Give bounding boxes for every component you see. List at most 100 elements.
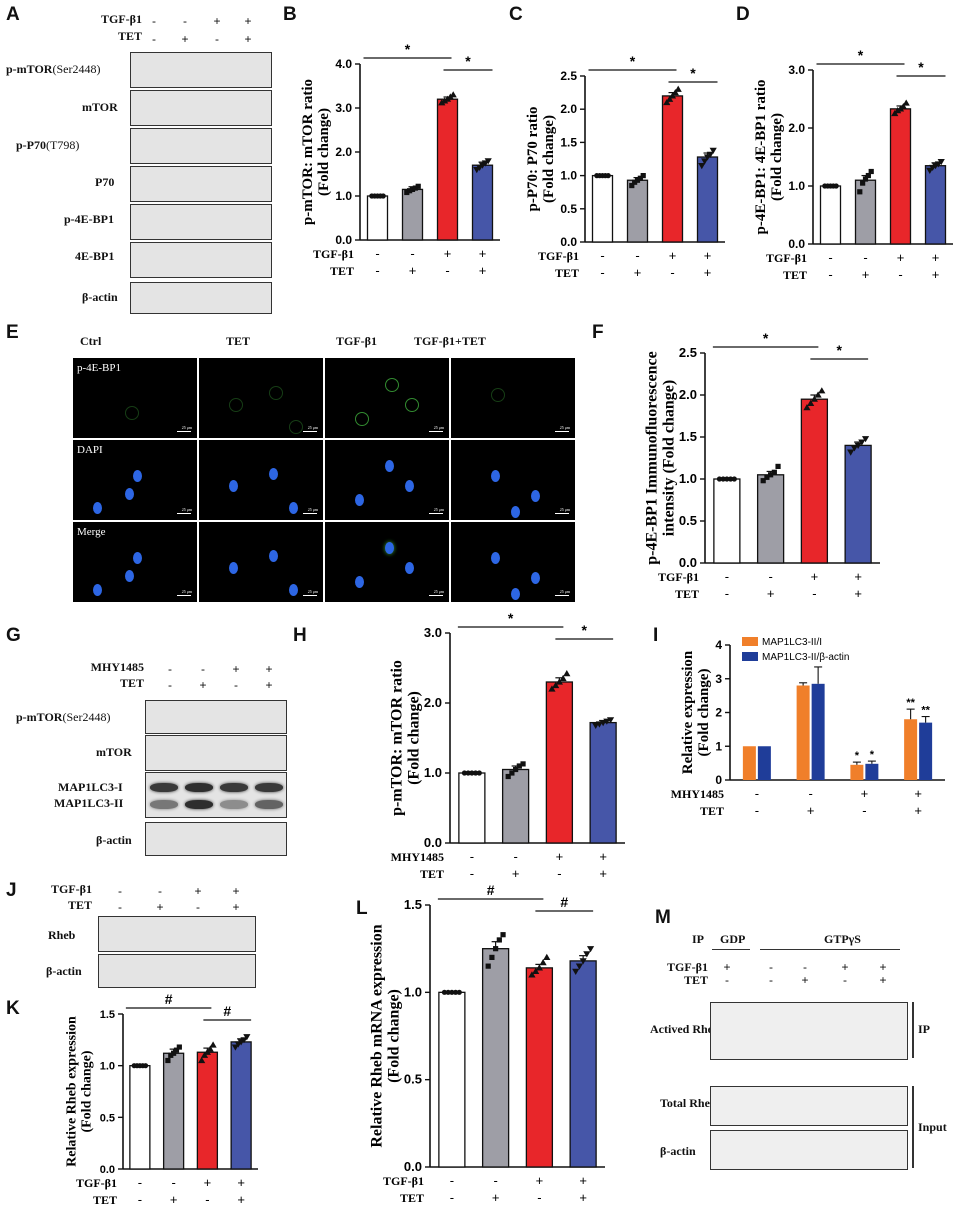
scale-bar-label: 25 μm [433, 425, 444, 430]
data-point [142, 1063, 149, 1069]
blot-j-row-rheb [98, 916, 256, 952]
condition-value: + [704, 265, 712, 280]
blot-g-row-lc3-band-0-1 [184, 782, 213, 792]
blot-j-tet-label: TET [67, 898, 92, 912]
blot-a-label-p-p70: p-P70(T798) [16, 138, 79, 153]
condition-label: MHY1485 [671, 787, 724, 801]
condition-value: - [755, 786, 759, 801]
panel-letter-m: M [655, 907, 671, 928]
data-point [231, 1044, 240, 1051]
blot-m-tet-label: TET [683, 973, 708, 987]
panel-letter-f: F [592, 322, 604, 343]
data-point [520, 761, 526, 767]
blot-m-tgf-2: - [803, 960, 807, 974]
mic-cell-r0-c2-2 [405, 398, 419, 412]
y-tick-label: 1.5 [679, 429, 697, 444]
mic-cell-r0-c3-0 [491, 388, 505, 402]
bar [904, 719, 918, 780]
blot-j-label-actin: β-actin [46, 964, 82, 978]
condition-value: - [513, 849, 517, 864]
blot-m-tgf-label: TGF-β1 [667, 960, 708, 974]
condition-value: - [450, 1173, 454, 1188]
panel-letter-k: K [6, 998, 20, 1019]
condition-label: TGF-β1 [538, 249, 579, 263]
bar [796, 685, 810, 780]
condition-value: + [599, 866, 607, 881]
y-tick-label: 2.0 [424, 695, 442, 710]
chart-k: 0.0 0.5 1.0 1.5 Relative Rheb expression(Fol… [65, 991, 258, 1207]
scale-bar [429, 595, 443, 596]
mic-cell-r0-c1-1 [269, 386, 283, 400]
y-tick-label: 1.5 [100, 1009, 115, 1021]
scale-bar [555, 431, 569, 432]
blot-a-p-mtor-name: p-mTOR [6, 62, 53, 76]
chart-b: 0.01.02.03.04.0p-mTOR: mTOR ratio(Fold c… [300, 41, 500, 278]
y-axis-label-line: intensity (Fold change) [661, 380, 678, 536]
blot-g-p-mtor-site: (Ser2448) [62, 710, 111, 724]
data-point [583, 951, 591, 958]
data-point [937, 159, 945, 166]
blot-m-tgf-0: + [723, 960, 731, 974]
blot-a-tgf-0: - [152, 14, 156, 28]
legend-label: MAP1LC3-II/β-actin [762, 652, 849, 663]
data-point [173, 1047, 180, 1053]
blot-g-label-p-mtor: p-mTOR(Ser2448) [16, 710, 110, 725]
mic-cell-r0-c2-1 [355, 412, 369, 426]
blot-j-tet-0: - [118, 900, 122, 914]
significance-label: # [223, 1003, 231, 1019]
condition-value: + [914, 786, 922, 801]
blot-j-tgf-label: TGF-β1 [51, 882, 92, 896]
western-blot-j: TGF-β1 TET - - + + - + - + Rheb β-actin [0, 880, 270, 990]
scale-bar-label: 25 μm [433, 589, 444, 594]
y-tick-label: 0.5 [679, 513, 697, 528]
condition-value: - [171, 1175, 175, 1190]
blot-g-tet-2: - [234, 678, 238, 692]
y-tick-label: 1.0 [335, 189, 352, 203]
data-point [606, 717, 615, 724]
data-point [760, 478, 766, 484]
bar [589, 721, 617, 844]
condition-label: TGF-β1 [658, 570, 699, 584]
mic-cell-r2-c1-2 [289, 584, 298, 596]
data-point [165, 1057, 171, 1064]
bar [569, 960, 597, 1168]
condition-value: - [863, 250, 867, 265]
data-point [528, 971, 536, 978]
condition-label: TET [675, 587, 699, 601]
blot-g-tet-0: - [168, 678, 172, 692]
data-point [637, 175, 643, 181]
blot-a-tet-0: - [152, 32, 156, 46]
data-point [768, 472, 774, 478]
blot-a-label-p-4ebp1: p-4E-BP1 [64, 212, 115, 226]
y-axis-label-line: Relative Rheb mRNA expression [369, 924, 386, 1147]
data-point [449, 989, 455, 995]
y-tick-label: 2.0 [335, 145, 352, 159]
blot-m-tet-0: - [725, 973, 729, 987]
condition-value: + [811, 569, 819, 584]
blot-m-tgf-4: + [879, 960, 887, 974]
condition-value: - [670, 265, 674, 280]
microscopy-e: Ctrl TET TGF-β1 TGF-β1+TET [70, 330, 580, 610]
data-point [555, 678, 563, 685]
chart-h: 0.0 1.0 2.0 3.0 p-mTOR: mTOR ratio(Fold chan… [389, 610, 625, 881]
blot-m-label-total: Total Rheb [660, 1096, 717, 1110]
condition-value: + [409, 263, 417, 278]
blot-g-row-lc3-band-1-1 [184, 800, 213, 810]
data-point [203, 1048, 211, 1055]
data-point [171, 1050, 177, 1056]
data-point [461, 770, 468, 776]
mic-cell-r0-c1-2 [289, 420, 303, 434]
condition-value: + [599, 849, 607, 864]
scale-bar [303, 513, 317, 514]
panel-letter-g: G [6, 625, 21, 646]
y-tick-label: 0.5 [100, 1112, 115, 1124]
condition-value: - [600, 265, 604, 280]
condition-label: TGF-β1 [313, 247, 354, 261]
scale-bar [177, 595, 191, 596]
y-axis-label: p-mTOR: mTOR ratio(Fold change) [300, 79, 332, 225]
scale-bar-label: 25 μm [307, 507, 318, 512]
y-axis-label: p-4E-BP1 Immunofluorescenceintensity (Fo… [644, 351, 678, 564]
bar [889, 108, 912, 245]
blot-g-tet-1: + [199, 678, 207, 692]
significance-label: * [582, 622, 588, 638]
